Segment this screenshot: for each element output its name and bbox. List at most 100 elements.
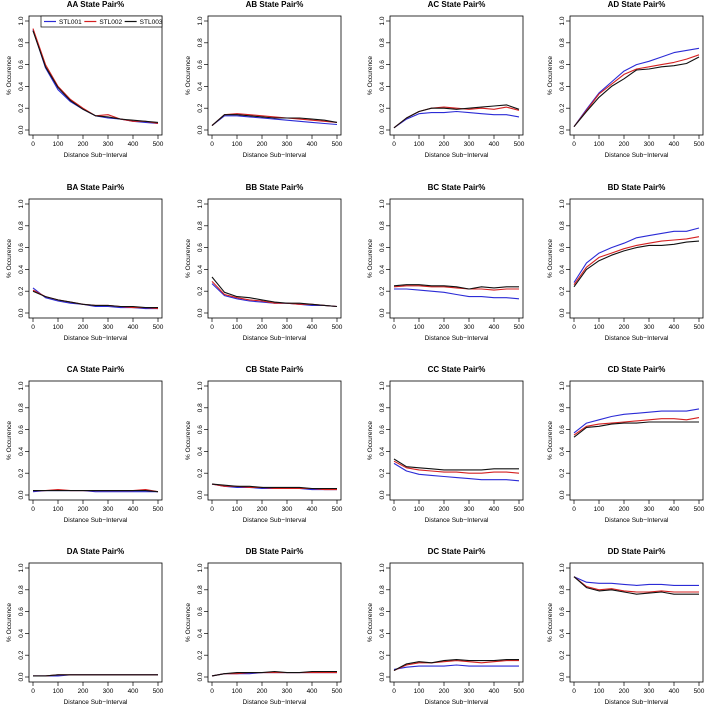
panel-title: DC State Pair% — [428, 547, 486, 556]
x-tick-label: 500 — [332, 688, 343, 695]
x-tick-label: 300 — [103, 324, 114, 331]
x-tick-label: 100 — [414, 506, 425, 513]
y-axis-label: % Occurence — [367, 239, 374, 278]
series-line-stl002 — [393, 460, 520, 474]
x-tick-label: 300 — [464, 141, 475, 148]
plot-frame — [207, 15, 342, 136]
series-line-stl003 — [211, 483, 337, 490]
x-tick-label: 400 — [307, 141, 318, 148]
y-tick-label: 0.8 — [18, 38, 25, 47]
y-tick-label: 0.0 — [197, 308, 204, 317]
y-tick-label: 1.0 — [18, 381, 25, 390]
x-axis-label: Distance Sub−Interval — [243, 335, 307, 342]
x-tick-label: 0 — [572, 506, 576, 513]
y-tick-label: 0.0 — [559, 125, 566, 134]
x-tick-label: 100 — [414, 688, 425, 695]
series-line-stl003 — [393, 458, 519, 471]
plot-frame — [569, 380, 704, 501]
panel-cd: CD State Pair% 0.0 0.2 0.4 0.6 0.8 1.0 0 100 200 3… — [547, 365, 705, 524]
y-tick-label: 0.4 — [559, 447, 566, 456]
series-line-stl001 — [573, 227, 700, 283]
y-tick-label: 0.8 — [18, 403, 25, 412]
y-tick-label: 0.2 — [197, 468, 204, 477]
panel-ac: AC State Pair% 0.0 0.2 0.4 0.6 0.8 1.0 0 100 200 3… — [367, 0, 525, 159]
x-tick-label: 300 — [282, 506, 293, 513]
x-tick-label: 100 — [53, 141, 64, 148]
x-tick-label: 0 — [392, 141, 396, 148]
series-line-stl003 — [211, 670, 337, 677]
x-tick-label: 0 — [31, 141, 35, 148]
x-tick-label: 500 — [153, 324, 164, 331]
y-tick-label: 0.0 — [18, 308, 25, 317]
y-tick-label: 0.6 — [559, 425, 566, 434]
x-tick-label: 200 — [619, 324, 630, 331]
plot-frame — [569, 15, 704, 136]
x-axis-label: Distance Sub−Interval — [425, 335, 489, 342]
x-tick-label: 200 — [439, 688, 450, 695]
y-tick-label: 0.2 — [379, 650, 386, 659]
x-tick-label: 300 — [464, 688, 475, 695]
x-tick-label: 300 — [282, 324, 293, 331]
x-tick-label: 0 — [392, 506, 396, 513]
x-tick-label: 100 — [232, 324, 243, 331]
panel-cb: CB State Pair% 0.0 0.2 0.4 0.6 0.8 1.0 0 100 200 3… — [185, 365, 343, 524]
y-tick-label: 1.0 — [197, 16, 204, 25]
panel-title: BD State Pair% — [608, 183, 666, 192]
series-line-stl003 — [32, 30, 159, 123]
y-axis-label: % Occurence — [547, 603, 554, 642]
x-axis-label: Distance Sub−Interval — [243, 699, 307, 706]
x-tick-label: 200 — [439, 324, 450, 331]
y-tick-label: 1.0 — [559, 381, 566, 390]
panel-title: AB State Pair% — [246, 0, 304, 9]
panel-ab: AB State Pair% 0.0 0.2 0.4 0.6 0.8 1.0 0 100 200 3… — [185, 0, 343, 159]
series-line-stl002 — [32, 28, 159, 125]
legend-label-stl002: STL002 — [99, 19, 122, 26]
y-tick-label: 1.0 — [559, 199, 566, 208]
plot-frame — [389, 562, 524, 683]
y-tick-label: 0.0 — [197, 490, 204, 499]
x-tick-label: 0 — [31, 324, 35, 331]
y-tick-label: 0.4 — [379, 629, 386, 638]
series-line-stl003 — [393, 659, 519, 671]
y-tick-label: 0.8 — [197, 221, 204, 230]
x-tick-label: 300 — [282, 141, 293, 148]
x-tick-label: 400 — [669, 141, 680, 148]
x-axis-label: Distance Sub−Interval — [243, 517, 307, 524]
x-tick-label: 300 — [644, 141, 655, 148]
y-tick-label: 0.8 — [559, 403, 566, 412]
panel-aa: AA State Pair% 0.0 0.2 0.4 0.6 0.8 1.0 0 100 200 3… — [6, 0, 164, 159]
x-tick-label: 0 — [210, 688, 214, 695]
y-tick-label: 0.2 — [18, 650, 25, 659]
series-line-stl002 — [573, 54, 700, 128]
x-tick-label: 100 — [232, 688, 243, 695]
y-tick-label: 0.6 — [197, 425, 204, 434]
plot-frame — [569, 198, 704, 319]
series-line-stl003 — [393, 104, 520, 129]
x-axis-label: Distance Sub−Interval — [64, 517, 128, 524]
y-axis-label: % Occurence — [185, 421, 192, 460]
x-tick-label: 0 — [572, 141, 576, 148]
x-tick-label: 0 — [392, 324, 396, 331]
panel-title: BC State Pair% — [428, 183, 486, 192]
y-tick-label: 0.2 — [559, 650, 566, 659]
y-tick-label: 0.4 — [18, 629, 25, 638]
x-tick-label: 100 — [594, 506, 605, 513]
x-axis-label: Distance Sub−Interval — [64, 152, 128, 159]
y-tick-label: 0.0 — [18, 125, 25, 134]
y-tick-label: 0.4 — [559, 82, 566, 91]
y-tick-label: 0.2 — [18, 468, 25, 477]
x-tick-label: 400 — [307, 324, 318, 331]
panel-ba: BA State Pair% 0.0 0.2 0.4 0.6 0.8 1.0 0 100 200 3… — [6, 183, 164, 342]
x-tick-label: 400 — [669, 688, 680, 695]
panel-title: BB State Pair% — [246, 183, 304, 192]
y-tick-label: 0.4 — [379, 82, 386, 91]
y-tick-label: 0.6 — [379, 425, 386, 434]
panel-title: AA State Pair% — [67, 0, 125, 9]
panel-title: DA State Pair% — [67, 547, 125, 556]
panel-dd: DD State Pair% 0.0 0.2 0.4 0.6 0.8 1.0 0 100 200 3… — [547, 547, 705, 706]
series-line-stl001 — [394, 288, 520, 300]
y-tick-label: 0.6 — [18, 60, 25, 69]
series-line-stl001 — [573, 408, 700, 434]
y-tick-label: 0.6 — [559, 243, 566, 252]
y-tick-label: 1.0 — [197, 199, 204, 208]
